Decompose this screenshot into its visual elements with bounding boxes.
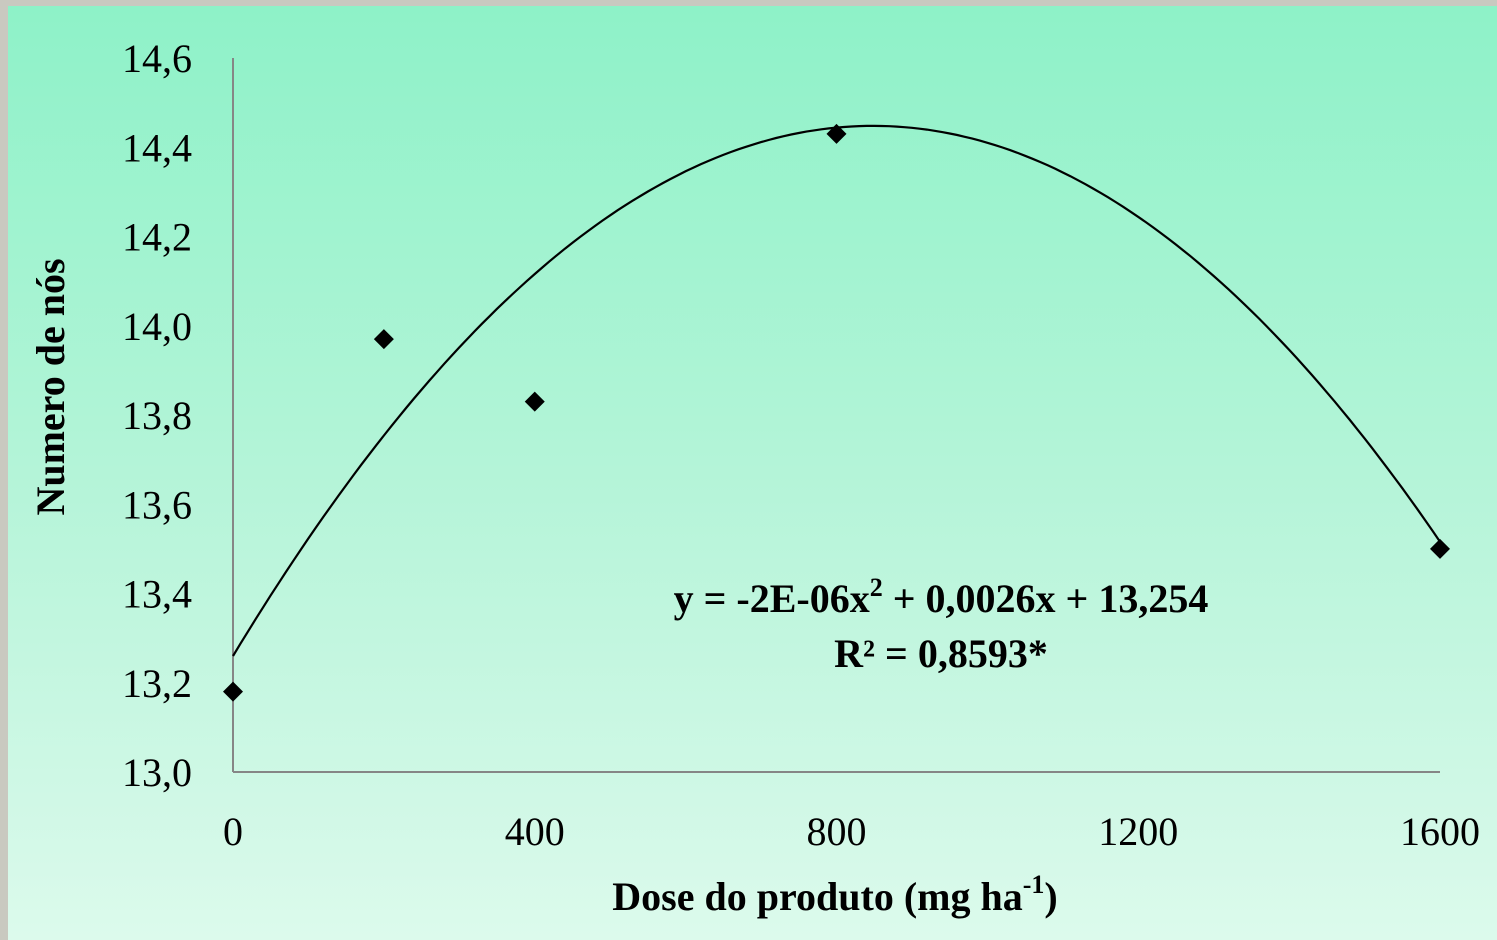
y-tick-labels: 13,0 13,2 13,4 13,6 13,8 14,0 14,2 14,4 14,6: [122, 36, 192, 795]
x-axis-title-sup: -1: [1023, 870, 1045, 899]
regression-equation: y = -2E-06x2 + 0,0026x + 13,254: [674, 573, 1209, 621]
data-points: [223, 123, 1450, 702]
y-tick-label: 14,4: [122, 125, 192, 170]
data-point: [524, 391, 545, 412]
data-point: [1430, 538, 1450, 559]
x-axis-title-close: ): [1044, 874, 1057, 919]
data-point: [223, 681, 243, 702]
x-tick-labels: 0 400 800 1200 1600: [223, 809, 1480, 854]
x-tick-label: 800: [807, 809, 867, 854]
y-tick-label: 14,0: [122, 304, 192, 349]
equation-rest: + 0,0026x + 13,254: [883, 576, 1209, 621]
x-tick-label: 1200: [1098, 809, 1178, 854]
y-axis-title: Numero de nós: [28, 258, 73, 515]
y-tick-label: 13,8: [122, 393, 192, 438]
y-tick-label: 13,0: [122, 750, 192, 795]
equation-sup: 2: [870, 573, 883, 602]
y-tick-label: 14,6: [122, 36, 192, 81]
chart-background: [8, 6, 1497, 940]
axes: [232, 58, 1440, 773]
x-tick-label: 0: [223, 809, 243, 854]
data-point: [826, 123, 847, 144]
equation-main: y = -2E-06x: [674, 576, 870, 621]
y-tick-label: 13,2: [122, 661, 192, 706]
x-axis-title: Dose do produto (mg ha-1): [612, 870, 1057, 919]
x-tick-label: 1600: [1400, 809, 1480, 854]
data-point: [373, 329, 394, 350]
x-axis-title-main: Dose do produto (mg ha: [612, 874, 1022, 919]
y-tick-label: 13,4: [122, 572, 192, 617]
y-tick-label: 14,2: [122, 215, 192, 260]
y-tick-label: 13,6: [122, 482, 192, 527]
x-tick-label: 400: [505, 809, 565, 854]
r-squared: R² = 0,8593*: [834, 631, 1048, 676]
